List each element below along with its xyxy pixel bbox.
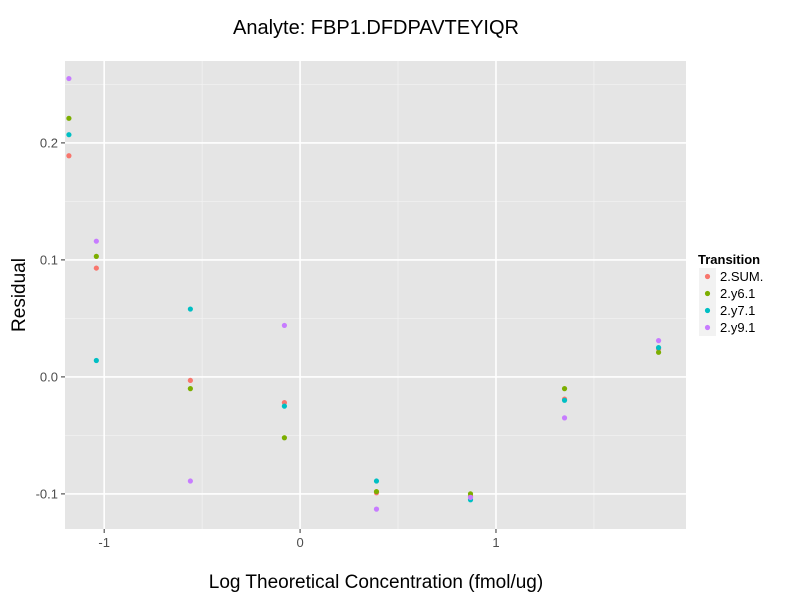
- point-2-sum: [66, 153, 72, 159]
- point-2-y6-1: [561, 386, 568, 392]
- x-tick-label: -1: [98, 535, 110, 550]
- legend-item-2-sum: 2.SUM.: [699, 268, 763, 285]
- legend-item-2-y6-1: 2.y6.1: [699, 285, 755, 302]
- y-tick-label: 0.1: [40, 252, 58, 267]
- data-points: [66, 75, 662, 512]
- major-gridlines: [65, 61, 686, 529]
- point-2-y9-1: [93, 238, 99, 244]
- point-2-y7-1: [281, 403, 288, 409]
- legend-key-marker: [704, 324, 711, 331]
- point-2-y7-1: [187, 306, 193, 312]
- point-2-y7-1: [93, 357, 99, 364]
- point-2-sum: [93, 265, 99, 271]
- x-tick-label: 0: [296, 535, 303, 550]
- legend-key-marker: [704, 290, 711, 297]
- point-2-y6-1: [66, 115, 72, 121]
- legend-item-2-y9-1: 2.y9.1: [699, 319, 755, 336]
- legend-label: 2.y7.1: [720, 303, 755, 318]
- legend-label: 2.y9.1: [720, 320, 755, 335]
- y-axis-label: Residual: [9, 258, 30, 332]
- x-tick-label: 1: [492, 535, 499, 550]
- plot-panel: [65, 61, 686, 529]
- minor-gridlines: [65, 61, 686, 529]
- y-axis: -0.1 0.0 0.1 0.2: [36, 135, 65, 501]
- point-2-y6-1: [281, 435, 288, 441]
- legend-label: 2.SUM.: [720, 269, 763, 284]
- legend-key-marker: [704, 273, 711, 280]
- point-2-y6-1: [373, 488, 380, 495]
- y-tick-label: -0.1: [36, 486, 58, 501]
- point-2-y6-1: [655, 349, 662, 355]
- legend-title: Transition: [698, 252, 760, 267]
- point-2-sum: [187, 377, 193, 384]
- point-2-y9-1: [467, 494, 474, 501]
- legend-item-2-y7-1: 2.y7.1: [699, 302, 755, 319]
- point-2-y9-1: [66, 75, 72, 82]
- point-2-y7-1: [66, 132, 72, 138]
- point-2-y7-1: [655, 345, 662, 351]
- legend: Transition 2.SUM. 2.y6.1 2.y7.1 2.y9.1: [698, 252, 763, 336]
- legend-label: 2.y6.1: [720, 286, 755, 301]
- chart-title: Analyte: FBP1.DFDPAVTEYIQR: [233, 17, 519, 39]
- legend-items: 2.SUM. 2.y6.1 2.y7.1 2.y9.1: [699, 268, 763, 336]
- point-2-y6-1: [187, 386, 193, 392]
- point-2-y9-1: [373, 506, 380, 512]
- x-axis-label: Log Theoretical Concentration (fmol/ug): [209, 572, 543, 593]
- point-2-y7-1: [373, 478, 380, 484]
- y-tick-label: 0.0: [40, 369, 58, 384]
- y-tick-label: 0.2: [40, 135, 58, 150]
- point-2-y9-1: [281, 322, 288, 329]
- x-axis: -1 0 1: [98, 529, 500, 550]
- point-2-y7-1: [561, 397, 568, 403]
- point-2-y6-1: [93, 253, 99, 259]
- legend-key-marker: [704, 307, 711, 314]
- point-2-y9-1: [655, 338, 662, 344]
- point-2-y9-1: [187, 478, 193, 484]
- point-2-y9-1: [561, 415, 568, 421]
